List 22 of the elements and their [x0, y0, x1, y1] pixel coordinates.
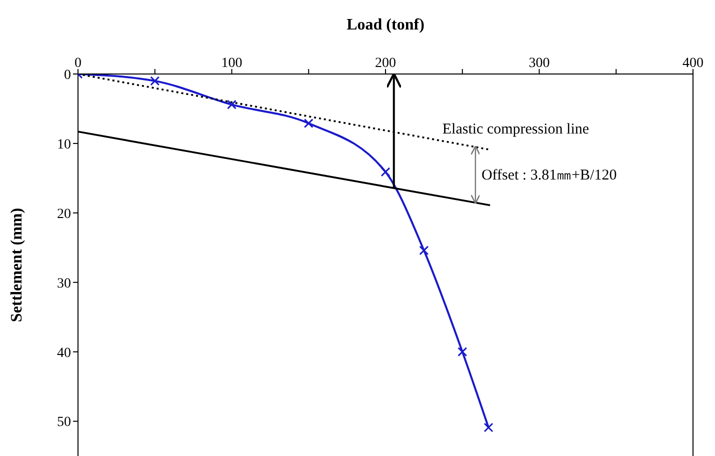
y-tick-label: 0 [64, 68, 71, 83]
point [150, 76, 160, 86]
series-label: Elastic compression line [442, 122, 590, 138]
point [484, 422, 494, 432]
x-axis-title: Load (tonf) [346, 16, 424, 34]
y-tick-label: 30 [57, 276, 71, 292]
point [458, 347, 468, 357]
y-tick-label: 10 [57, 137, 71, 152]
y-axis-title: Settlement (mm) [8, 208, 26, 322]
point [227, 100, 236, 110]
y-tick-label: 50 [57, 415, 71, 430]
x-tick-label: 300 [528, 56, 550, 71]
x-tick-label: 200 [375, 56, 396, 71]
x-tick-label: 400 [682, 56, 704, 71]
x-tick-label: 100 [221, 56, 242, 71]
point [419, 246, 429, 256]
y-tick-label: 20 [57, 206, 71, 222]
annotation: Offset : 3.81㎜+B/120 [481, 168, 617, 184]
x-tick-label: 0 [74, 56, 82, 71]
point [380, 167, 390, 177]
point [304, 118, 314, 128]
y-tick-label: 40 [57, 346, 71, 361]
